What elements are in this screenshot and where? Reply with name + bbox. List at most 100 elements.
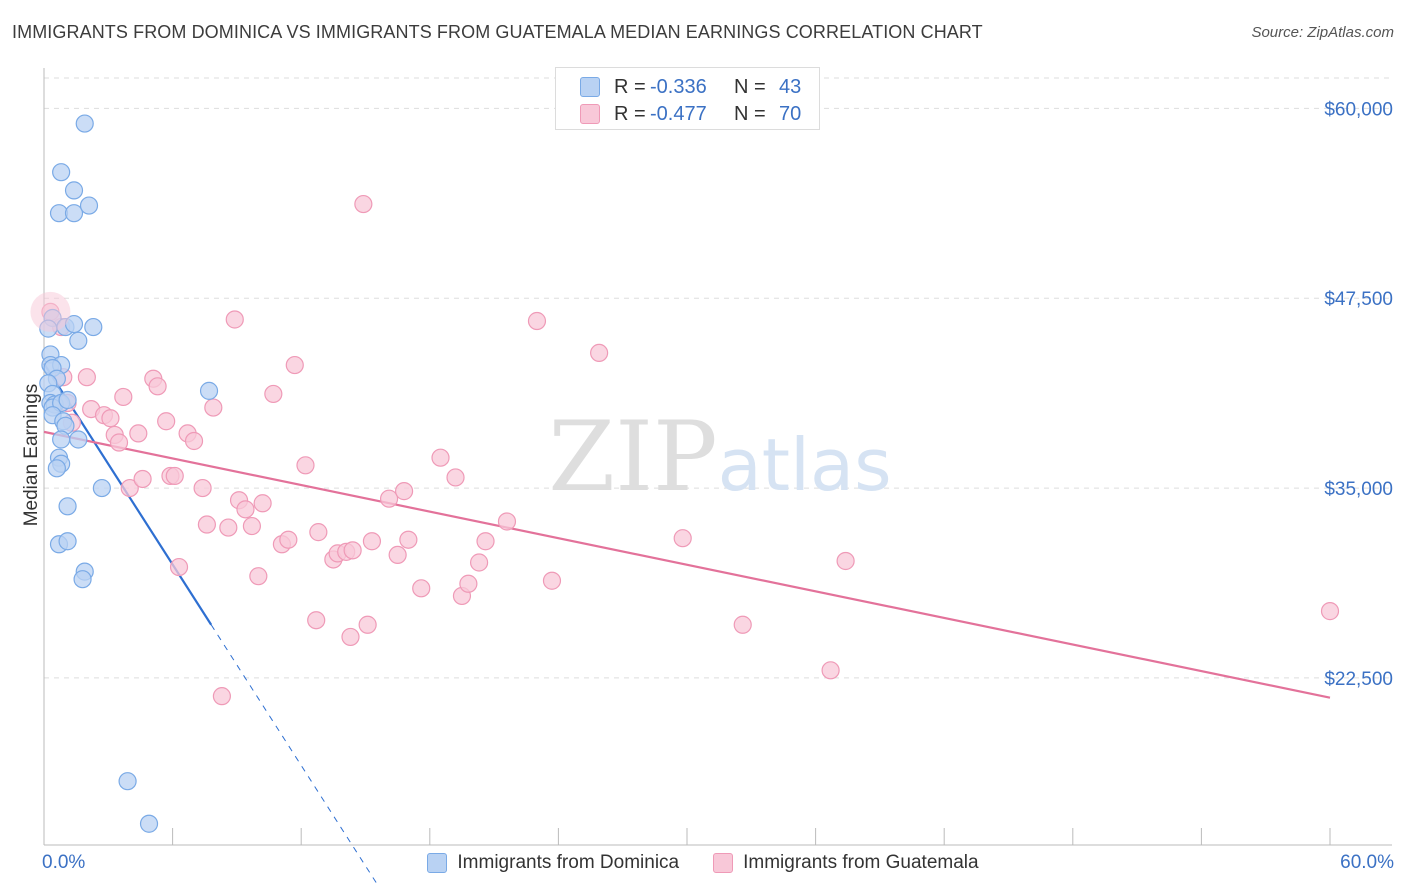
guatemala-point [193, 478, 212, 498]
y-axis-title: Median Earnings [21, 383, 42, 527]
y-tick-label: $47,500 [1324, 289, 1393, 310]
guatemala-point [354, 194, 373, 214]
guatemala-point [249, 567, 268, 586]
guatemala-point [165, 466, 184, 486]
guatemala-point [242, 516, 262, 536]
legend-item-dominica[interactable]: Immigrants from Dominica [427, 852, 679, 874]
legend-item-guatemala[interactable]: Immigrants from Guatemala [713, 852, 979, 874]
chart-source: Source: ZipAtlas.com [1251, 24, 1394, 41]
guatemala-point [101, 409, 120, 428]
guatemala-point [212, 687, 231, 706]
guatemala-point [497, 512, 517, 531]
x-tick-label-max: 60.0% [1340, 852, 1394, 873]
guatemala-point [358, 615, 377, 634]
dominica-r-value: -0.336 [650, 75, 707, 98]
dominica-point [73, 570, 92, 589]
guatemala-point [476, 532, 495, 551]
guatemala-point [169, 557, 189, 577]
r-label: R = [614, 102, 646, 125]
dominica-point [64, 204, 84, 223]
dominica-point [69, 331, 88, 350]
y-tick-label: $60,000 [1324, 99, 1393, 120]
guatemala-point [431, 448, 450, 467]
guatemala-point [821, 661, 840, 680]
dominica-point [199, 381, 219, 400]
dominica-point [69, 430, 88, 449]
dominica-swatch [580, 77, 600, 97]
guatemala-point [253, 494, 272, 513]
watermark-zip: ZIP [548, 401, 717, 513]
guatemala-point [285, 355, 304, 375]
guatemala-point [379, 489, 399, 508]
guatemala-point [109, 433, 129, 452]
dominica-n-value: 43 [779, 75, 802, 98]
guatemala-point [129, 424, 148, 443]
grid-layer [44, 77, 1392, 679]
dominica-point [118, 772, 137, 791]
guatemala-point [279, 530, 298, 549]
dominica-point [139, 814, 159, 833]
guatemala-point [114, 387, 133, 407]
guatemala-point [388, 545, 407, 565]
guatemala-point [296, 456, 315, 475]
guatemala-point [542, 571, 562, 590]
dominica-point [58, 497, 77, 516]
dominica-trend-extension [210, 624, 377, 883]
guatemala-point [309, 523, 328, 542]
guatemala-point [362, 532, 382, 551]
guatemala-point [197, 515, 216, 534]
guatemala-point [133, 469, 152, 489]
guatemala-point [225, 310, 244, 329]
chart-title: IMMIGRANTS FROM DOMINICA VS IMMIGRANTS F… [12, 22, 983, 42]
guatemala-point [412, 579, 431, 598]
guatemala-point [1320, 602, 1340, 621]
y-tick-label: $35,000 [1324, 479, 1393, 500]
dominica-point [64, 181, 84, 200]
guatemala-point [77, 368, 96, 387]
guatemala-point [148, 377, 167, 396]
guatemala-point [459, 574, 478, 593]
watermark-atlas: atlas [718, 423, 892, 507]
n-label: N = [734, 102, 766, 125]
dominica-legend-swatch [427, 853, 448, 873]
guatemala-n-value: 70 [779, 102, 802, 125]
dominica-point [84, 317, 103, 337]
guatemala-point [399, 530, 418, 549]
dominica-point [58, 390, 77, 410]
legend-row-dominica: R = -0.336 N = 43 [580, 74, 819, 100]
guatemala-point [590, 343, 609, 363]
guatemala-r-value: -0.477 [650, 102, 707, 125]
guatemala-point [184, 431, 204, 451]
correlation-legend: R = -0.336 N = 43 R = -0.477 N = 70 [555, 67, 820, 130]
x-tick-label-min: 0.0% [42, 852, 86, 873]
guatemala-trend-line [43, 430, 1331, 699]
dominica-point [75, 114, 94, 133]
dominica-point [92, 478, 111, 498]
guatemala-point [733, 615, 752, 634]
guatemala-legend-swatch [713, 853, 734, 873]
guatemala-point [446, 468, 465, 487]
y-tick-label: $22,500 [1324, 669, 1393, 690]
guatemala-point [341, 627, 360, 647]
guatemala-point [343, 541, 362, 560]
guatemala-point [527, 311, 547, 331]
dominica-point [52, 163, 71, 182]
dominica-point [52, 430, 71, 449]
dominica-point [58, 532, 77, 551]
series-legend: Immigrants from Dominica Immigrants from… [0, 852, 1406, 874]
dominica-point [79, 196, 99, 215]
points-layer [30, 114, 1340, 833]
n-label: N = [734, 75, 766, 98]
watermark: ZIPatlas [548, 401, 891, 513]
axis-layer [43, 68, 1392, 846]
guatemala-point [673, 529, 692, 548]
guatemala-point [204, 398, 223, 417]
guatemala-point [394, 482, 414, 501]
guatemala-point [120, 478, 139, 498]
guatemala-point [836, 551, 855, 571]
guatemala-point [219, 518, 238, 537]
guatemala-legend-label: Immigrants from Guatemala [743, 852, 979, 873]
legend-row-guatemala: R = -0.477 N = 70 [580, 101, 819, 127]
r-label: R = [614, 75, 646, 98]
y-tick-labels: $22,500 $35,000 $47,500 $60,000 [1324, 99, 1393, 690]
